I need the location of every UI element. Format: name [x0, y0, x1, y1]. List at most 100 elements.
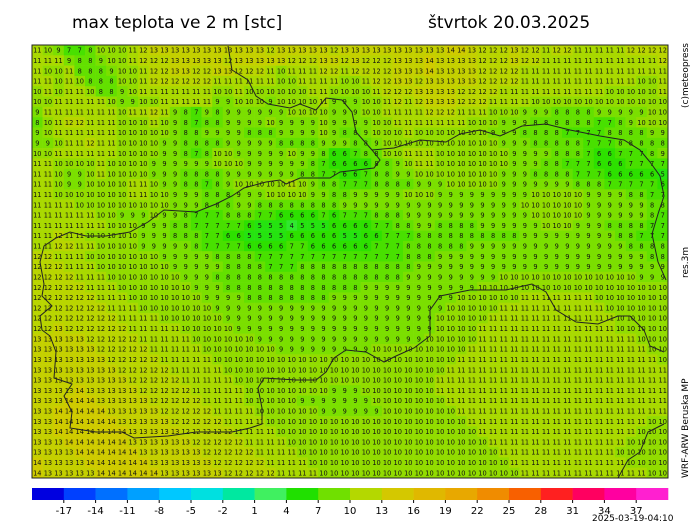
cell-value: 13	[44, 397, 52, 405]
cell-value: 10	[542, 273, 550, 281]
cell-value: 9	[226, 315, 230, 323]
cell-color	[456, 292, 467, 304]
cell-value: 13	[76, 459, 84, 467]
cell-color	[233, 179, 245, 190]
cell-color	[413, 86, 425, 97]
cell-color	[307, 137, 319, 149]
cell-color	[254, 240, 266, 252]
cell-color	[456, 65, 467, 77]
cell-value: 8	[226, 263, 230, 271]
cell-color	[530, 55, 542, 66]
cell-color	[498, 251, 510, 262]
cell-value: 10	[447, 150, 455, 158]
cell-value: 10	[266, 366, 274, 374]
cell-color	[148, 86, 160, 97]
cell-color	[212, 302, 224, 314]
cell-color	[53, 75, 65, 87]
cell-value: 8	[215, 119, 219, 127]
cell-value: 9	[523, 232, 527, 240]
cell-value: 12	[256, 459, 264, 467]
cell-value: 11	[574, 366, 582, 374]
cell-value: 11	[648, 67, 656, 75]
cell-value: 10	[33, 88, 41, 96]
cell-value: 10	[341, 88, 349, 96]
cell-value: 8	[565, 119, 569, 127]
cell-value: 12	[33, 325, 41, 333]
cell-color	[63, 230, 75, 242]
cell-value: 9	[396, 304, 400, 312]
cell-value: 11	[595, 335, 603, 343]
cell-color	[509, 282, 520, 293]
cell-value: 9	[109, 67, 113, 75]
cell-color	[371, 282, 383, 293]
cell-color	[169, 333, 181, 345]
cell-value: 10	[44, 47, 52, 55]
cell-color	[371, 313, 383, 324]
cell-color	[424, 65, 436, 77]
cell-value: 11	[54, 253, 62, 261]
cell-color	[403, 179, 414, 190]
cell-color	[318, 179, 330, 190]
cell-value: 13	[86, 356, 94, 364]
cell-value: 11	[160, 325, 168, 333]
cell-value: 12	[394, 88, 402, 96]
cell-value: 8	[555, 150, 559, 158]
cell-color	[42, 313, 54, 324]
cell-color	[138, 96, 149, 108]
cell-value: 13	[309, 47, 317, 55]
cell-value: 9	[427, 284, 431, 292]
cell-color	[551, 261, 563, 273]
cell-value: 11	[107, 109, 115, 117]
cell-color	[286, 75, 298, 87]
cell-value: 10	[203, 335, 211, 343]
cell-value: 10	[394, 346, 402, 354]
cell-value: 10	[118, 284, 126, 292]
cell-color	[148, 148, 160, 159]
cell-value: 10	[436, 438, 444, 446]
cell-value: 8	[544, 160, 548, 168]
cell-value: 8	[480, 232, 484, 240]
cell-value: 8	[258, 284, 262, 292]
cell-value: 11	[33, 191, 41, 199]
cell-color	[371, 168, 383, 180]
cell-value: 8	[173, 232, 177, 240]
cell-value: 8	[184, 181, 188, 189]
cell-color	[572, 96, 584, 108]
cell-value: 11	[404, 119, 412, 127]
cell-color	[466, 168, 478, 180]
cell-value: 6	[343, 150, 347, 158]
cell-value: 11	[637, 397, 645, 405]
cell-value: 11	[574, 325, 582, 333]
cell-color	[32, 343, 43, 355]
cell-value: 11	[129, 191, 137, 199]
cell-value: 8	[576, 181, 580, 189]
cell-color	[169, 220, 181, 231]
cell-value: 11	[531, 387, 539, 395]
cell-value: 10	[107, 263, 115, 271]
cell-value: 9	[194, 263, 198, 271]
cell-color	[413, 240, 425, 252]
cell-value: 8	[374, 170, 378, 178]
cell-color	[519, 282, 531, 293]
cell-value: 7	[364, 212, 368, 220]
cell-value: 11	[65, 129, 73, 137]
cell-value: 9	[343, 335, 347, 343]
cell-value: 12	[107, 356, 115, 364]
cell-value: 8	[343, 191, 347, 199]
cell-color	[85, 106, 96, 118]
cell-value: 8	[109, 88, 113, 96]
cell-color	[116, 333, 128, 345]
cell-value: 10	[627, 284, 635, 292]
cell-color	[244, 282, 255, 293]
cell-value: 11	[182, 335, 190, 343]
cell-value: 11	[97, 222, 105, 230]
cell-color	[509, 45, 520, 56]
cell-value: 10	[277, 377, 285, 385]
cell-color	[74, 251, 86, 262]
cell-color	[604, 313, 616, 324]
cell-color	[360, 261, 372, 273]
cell-value: 10	[425, 191, 433, 199]
cell-value: 11	[33, 47, 41, 55]
cell-value: 11	[266, 459, 274, 467]
cell-value: 10	[182, 304, 190, 312]
